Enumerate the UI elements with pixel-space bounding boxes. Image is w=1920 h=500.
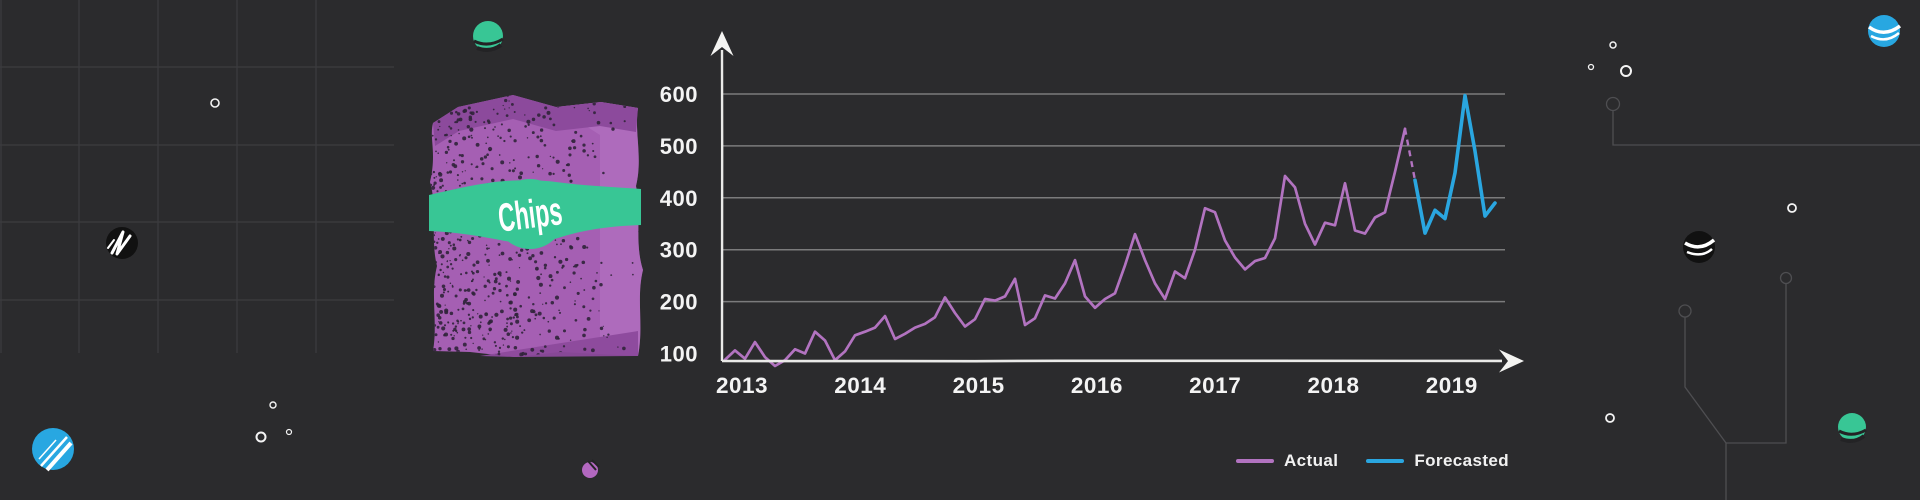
- series-actual-line: [723, 127, 1407, 368]
- dot-circle-icon: [255, 431, 267, 443]
- x-year-label: 2018: [1307, 373, 1359, 398]
- dot-circle-icon: [1620, 65, 1632, 77]
- bag-top-crimp: [433, 95, 638, 146]
- planet-teal-bottom-right-icon: [1838, 413, 1867, 443]
- x-year-label: 2014: [834, 373, 886, 398]
- bag-bottom-shade: [480, 331, 638, 357]
- legend-swatch-actual-icon: [1236, 459, 1274, 463]
- series-transition-dashed: [1403, 128, 1417, 181]
- circuit-lines-bottom-right: [1678, 271, 1793, 500]
- bag-highlight: [556, 102, 643, 356]
- circuit-node-icon: [1779, 271, 1793, 285]
- x-year-label: 2016: [1071, 373, 1123, 398]
- blob-purple-icon: [582, 459, 600, 478]
- dot-circle-icon: [269, 401, 277, 409]
- planet-blue-bottom-left-icon: [32, 428, 74, 472]
- circuit-node-icon: [1678, 304, 1692, 318]
- dot-circle-icon: [1787, 203, 1797, 213]
- dot-circle-icon: [1605, 413, 1615, 423]
- chart-legend: Actual Forecasted: [1236, 451, 1509, 471]
- y-tick-label: 600: [660, 82, 698, 107]
- x-axis-line: [721, 359, 1503, 363]
- planet-teal-top-icon: [473, 21, 504, 52]
- bag-band-circle: [495, 179, 565, 249]
- planet-blue-top-right-icon: [1867, 15, 1902, 47]
- chart-series: [723, 93, 1497, 368]
- y-tick-label: 500: [660, 134, 698, 159]
- line-chart: 100 200 300 400 500 600 2013 2014 2015 2016 2017 20…: [660, 31, 1524, 398]
- x-year-label: 2019: [1426, 373, 1478, 398]
- planet-black-left-icon: [106, 227, 138, 259]
- background-grid: [0, 0, 394, 353]
- y-tick-label: 200: [660, 290, 698, 315]
- legend-swatch-forecasted-icon: [1366, 459, 1405, 463]
- circuit-node-icon: [1605, 96, 1621, 112]
- chips-bag-label: Chips: [496, 189, 565, 240]
- circuit-lines-top-right: [1605, 96, 1920, 146]
- x-axis-arrow-icon: [1499, 349, 1524, 373]
- dot-circle-icon: [285, 428, 293, 436]
- chart-gridlines: [722, 93, 1505, 303]
- planet-black-right-icon: [1683, 231, 1716, 263]
- dot-circle-icon: [210, 98, 220, 108]
- y-tick-label: 300: [660, 238, 698, 263]
- chart-axes: [710, 31, 1524, 373]
- legend-label-actual: Actual: [1284, 451, 1339, 470]
- legend-label-forecasted: Forecasted: [1414, 451, 1510, 470]
- dot-circle-icon: [1609, 41, 1617, 49]
- chart-axis-labels: 100 200 300 400 500 600 2013 2014 2015 2016 2017 20…: [660, 82, 1478, 398]
- legend-item-actual: Actual: [1236, 451, 1338, 471]
- legend-item-forecasted: Forecasted: [1366, 451, 1509, 471]
- y-tick-label: 100: [660, 342, 698, 367]
- y-tick-label: 400: [660, 186, 698, 211]
- dot-circles: [210, 41, 1797, 443]
- y-axis-arrow-icon: [710, 31, 734, 56]
- chips-bag-illustration: Chips: [429, 95, 643, 357]
- x-year-label: 2015: [953, 373, 1005, 398]
- dot-circle-icon: [1587, 63, 1595, 71]
- x-year-label: 2017: [1189, 373, 1241, 398]
- x-year-label: 2013: [716, 373, 768, 398]
- series-forecasted-line: [1413, 93, 1497, 235]
